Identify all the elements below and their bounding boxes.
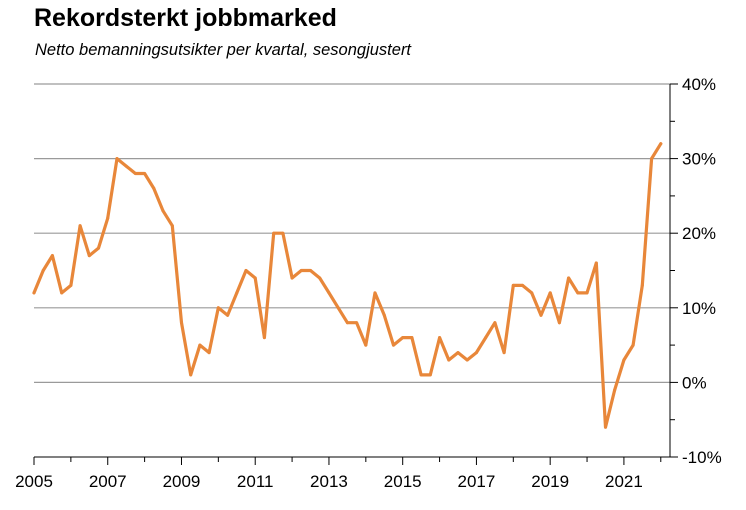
data-point [189,373,193,377]
x-tick-label: 2015 [384,472,422,491]
y-tick-label: 20% [682,224,716,243]
x-tick-label: 2005 [15,472,53,491]
y-tick-label: -10% [682,448,722,467]
data-point [447,358,451,362]
data-point [640,283,644,287]
x-tick-label: 2021 [605,472,643,491]
x-tick-label: 2017 [458,472,496,491]
data-point [410,336,414,340]
data-point [567,276,571,280]
data-point [226,313,230,317]
data-point [438,336,442,340]
x-tick-label: 2019 [531,472,569,491]
y-tick-label: 0% [682,373,707,392]
data-point [60,291,64,295]
data-point [456,351,460,355]
data-point [262,336,266,340]
data-point [272,231,276,235]
data-point [180,321,183,325]
data-point [216,306,220,310]
data-point [299,269,303,272]
y-tick-label: 10% [682,299,716,318]
data-point [521,283,524,287]
data-point [594,261,598,265]
data-point [474,351,478,355]
data-point [290,276,294,280]
data-point [318,276,322,280]
chart-title: Rekordsterkt jobbmarked [34,4,337,32]
data-point [530,291,534,295]
data-point [576,291,580,295]
data-point [152,186,156,190]
data-point [659,142,663,146]
data-point [106,216,110,220]
y-tick-label: 40% [682,75,716,94]
data-point [484,336,488,340]
x-tick-label: 2007 [89,472,127,491]
data-point [465,358,469,362]
data-point [419,373,423,377]
data-point [585,291,589,295]
data-point [253,276,257,280]
data-point [539,313,543,317]
series-layer [32,142,663,429]
data-point [650,157,654,161]
data-point [78,224,82,228]
data-point [327,291,331,295]
x-tick-label: 2013 [310,472,348,491]
tick-labels: -10% 0% 10% 20% 30% 40% 2005 2007 2009 2011 2013 20… [15,75,722,491]
data-point [364,343,368,347]
data-point [428,373,432,377]
data-point [115,157,119,161]
data-point [281,231,285,235]
data-point [502,351,506,355]
data-point [336,306,340,310]
data-point [548,291,552,295]
gridlines [34,83,670,383]
data-point [170,224,174,228]
data-point [382,313,386,317]
data-point [235,291,239,295]
data-point [493,321,497,325]
x-tick-label: 2009 [163,472,201,491]
data-point [604,425,607,429]
y-tick-label: 30% [682,150,716,169]
x-tick-label: 2011 [237,472,274,491]
data-point [97,246,100,250]
data-point [69,283,73,287]
data-point [613,388,617,392]
data-point [392,343,395,347]
data-point [143,172,147,175]
axes [33,83,678,465]
data-point [198,343,202,347]
data-point [557,321,561,325]
data-point [32,291,36,295]
data-point [345,321,349,325]
data-point [401,336,405,340]
data-point [355,321,359,325]
data-point [244,269,248,272]
data-point [622,358,626,362]
data-point [41,269,45,272]
data-point [161,209,165,213]
series-line [32,142,663,429]
data-point [631,343,635,347]
data-point [309,269,312,272]
data-point [373,291,377,295]
data-point [133,172,137,175]
data-point [511,283,515,287]
data-point [87,254,91,258]
chart-subtitle: Netto bemanningsutsikter per kvartal, se… [35,41,412,59]
data-point [50,254,54,258]
data-point [124,164,128,168]
data-point [207,351,211,355]
